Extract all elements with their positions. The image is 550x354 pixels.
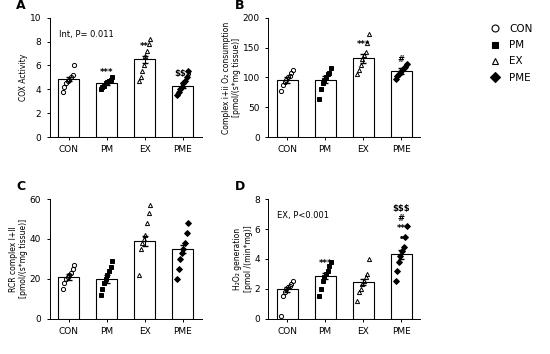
Text: ***: *** — [100, 68, 113, 77]
Text: B: B — [235, 0, 244, 12]
Bar — [391, 255, 412, 319]
Text: #: # — [398, 214, 405, 223]
Text: ***: *** — [356, 40, 370, 49]
Text: C: C — [16, 180, 25, 193]
Text: **: ** — [140, 42, 149, 51]
Text: D: D — [235, 180, 245, 193]
Bar — [353, 58, 373, 137]
Bar — [134, 241, 155, 319]
Text: ***: *** — [318, 259, 332, 268]
Text: $$$: $$$ — [393, 204, 410, 213]
Y-axis label: H₂O₂ generation
[pmol /(min*mg)]: H₂O₂ generation [pmol /(min*mg)] — [233, 225, 252, 292]
Text: **: ** — [397, 224, 406, 233]
Bar — [172, 249, 193, 319]
Bar — [58, 79, 79, 137]
Text: A: A — [16, 0, 26, 12]
Bar — [58, 277, 79, 319]
Bar — [172, 86, 193, 137]
Y-axis label: RCR complex I+II
[pmol/(s*mg tissue)]: RCR complex I+II [pmol/(s*mg tissue)] — [9, 219, 28, 298]
Text: Int, P= 0.011: Int, P= 0.011 — [59, 30, 113, 39]
Bar — [315, 80, 336, 137]
Bar — [134, 59, 155, 137]
Text: •: • — [399, 234, 404, 244]
Bar — [277, 290, 298, 319]
Text: #: # — [398, 55, 405, 64]
Legend: CON, PM, EX, PME: CON, PM, EX, PME — [483, 23, 534, 84]
Bar — [315, 276, 336, 319]
Bar — [96, 84, 117, 137]
Y-axis label: COX Activity: COX Activity — [19, 54, 28, 101]
Bar — [353, 282, 373, 319]
Bar — [391, 72, 412, 137]
Bar — [96, 279, 117, 319]
Text: $$$: $$$ — [174, 69, 191, 78]
Text: EX, P<0.001: EX, P<0.001 — [277, 211, 329, 220]
Bar — [277, 80, 298, 137]
Y-axis label: Complex i+ii O₂ consumption
[pmol/(s*mg tissue)]: Complex i+ii O₂ consumption [pmol/(s*mg … — [222, 21, 241, 133]
